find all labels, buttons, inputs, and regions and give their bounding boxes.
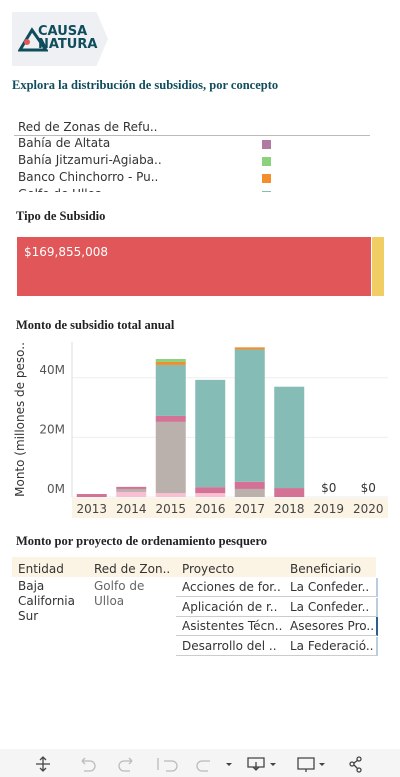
cell: Aplicación de r.. bbox=[182, 599, 278, 614]
x-tick-label: 2017 bbox=[234, 502, 265, 516]
bar-segment bbox=[116, 486, 147, 489]
divider bbox=[14, 135, 370, 136]
toolbar bbox=[0, 749, 400, 777]
bar-segment bbox=[17, 237, 372, 296]
column-header: Proyecto bbox=[182, 562, 235, 576]
row-bg bbox=[176, 617, 378, 636]
data-label: $0 bbox=[321, 481, 336, 495]
x-axis-band bbox=[72, 498, 388, 518]
bar-segment bbox=[274, 386, 305, 489]
cell: La Confeder.. bbox=[290, 580, 370, 594]
legend-swatch bbox=[262, 140, 271, 149]
table-header-bg bbox=[12, 557, 376, 577]
x-tick-label: 2014 bbox=[116, 502, 147, 516]
legend-label: Bahía de Altata bbox=[18, 136, 111, 150]
section-title: Monto de subsidio total anual bbox=[16, 318, 175, 332]
subsidy-bar: $169,855,008 bbox=[17, 237, 384, 296]
bar-segment bbox=[195, 379, 226, 488]
cell: Asesores Pro.. bbox=[290, 619, 375, 633]
y-tick-label: 0M bbox=[47, 482, 65, 496]
row-bg bbox=[176, 578, 378, 597]
bar-segment bbox=[76, 494, 107, 497]
cell: Asistentes Técn.. bbox=[182, 619, 283, 633]
bar-segment bbox=[234, 481, 265, 489]
bar-segment bbox=[274, 488, 305, 497]
section-title: Monto por proyecto de ordenamiento pesqu… bbox=[16, 534, 268, 548]
bar-segment bbox=[155, 415, 186, 422]
x-tick-label: 2020 bbox=[353, 502, 384, 516]
legend-label: Golfo de Ulloa bbox=[18, 187, 102, 192]
legend-swatch bbox=[262, 191, 271, 192]
bar-segment bbox=[195, 487, 226, 494]
y-tick-label: 20M bbox=[39, 422, 65, 436]
data-label: $0 bbox=[361, 481, 376, 495]
x-tick-label: 2018 bbox=[274, 502, 305, 516]
legend-label: Banco Chinchorro - Pu.. bbox=[18, 170, 159, 184]
logo-icon bbox=[18, 27, 48, 52]
x-tick-label: 2016 bbox=[195, 502, 226, 516]
y-tick-label: 40M bbox=[39, 363, 65, 377]
logo-line: NATURA bbox=[38, 37, 98, 52]
cell: Acciones de for.. bbox=[182, 580, 281, 594]
column-header: Red de Zon.. bbox=[94, 562, 171, 576]
bar-segment bbox=[116, 488, 147, 492]
x-tick-label: 2019 bbox=[313, 502, 344, 516]
logo: CAUSA NATURA bbox=[12, 12, 108, 66]
row-bg bbox=[176, 597, 378, 617]
y-axis-title: Monto (millones de peso.. bbox=[13, 342, 27, 497]
x-tick-label: 2013 bbox=[76, 502, 107, 516]
x-tick-label: 2015 bbox=[155, 502, 186, 516]
bar-segment bbox=[155, 361, 186, 365]
logo-line: CAUSA bbox=[38, 24, 88, 39]
bar-segment bbox=[195, 493, 226, 497]
cell: Baja California Sur bbox=[18, 579, 75, 623]
bar-segment bbox=[234, 488, 265, 497]
logo-text: CAUSA NATURA bbox=[38, 25, 97, 51]
bar-segment bbox=[155, 358, 186, 362]
data-label: $169,855,008 bbox=[24, 245, 108, 259]
legend-swatch bbox=[262, 174, 271, 183]
row-bg bbox=[176, 636, 378, 656]
cell: La Federació.. bbox=[290, 638, 374, 653]
cell: La Confeder.. bbox=[290, 599, 370, 614]
bar-segment bbox=[234, 347, 265, 350]
bar-segment bbox=[234, 349, 265, 482]
legend-label: Red de Zonas de Refu.. bbox=[18, 120, 158, 134]
section-title: Tipo de Subsidio bbox=[16, 209, 106, 223]
bar-segment bbox=[372, 237, 384, 296]
bar-segment bbox=[155, 421, 186, 494]
chart: Monto (millones de peso.. 0M 20M 40M 2013 201… bbox=[13, 342, 388, 518]
legend-label: Bahía Jitzamuri-Agiaba.. bbox=[18, 153, 162, 167]
column-header: Entidad bbox=[18, 562, 64, 576]
bar-segment bbox=[155, 493, 186, 497]
bar-segment bbox=[116, 491, 147, 497]
dashboard-title: Explora la distribución de subsidios, po… bbox=[12, 78, 279, 92]
cell: Golfo de Ulloa bbox=[94, 579, 145, 608]
legend: Red de Zonas de Refu.. Bahía de Altata Bah… bbox=[0, 118, 400, 192]
column-header: Beneficiario bbox=[290, 562, 362, 576]
bar-segment bbox=[155, 364, 186, 416]
legend-swatch bbox=[262, 157, 271, 166]
cell: Desarrollo del .. bbox=[182, 638, 277, 653]
